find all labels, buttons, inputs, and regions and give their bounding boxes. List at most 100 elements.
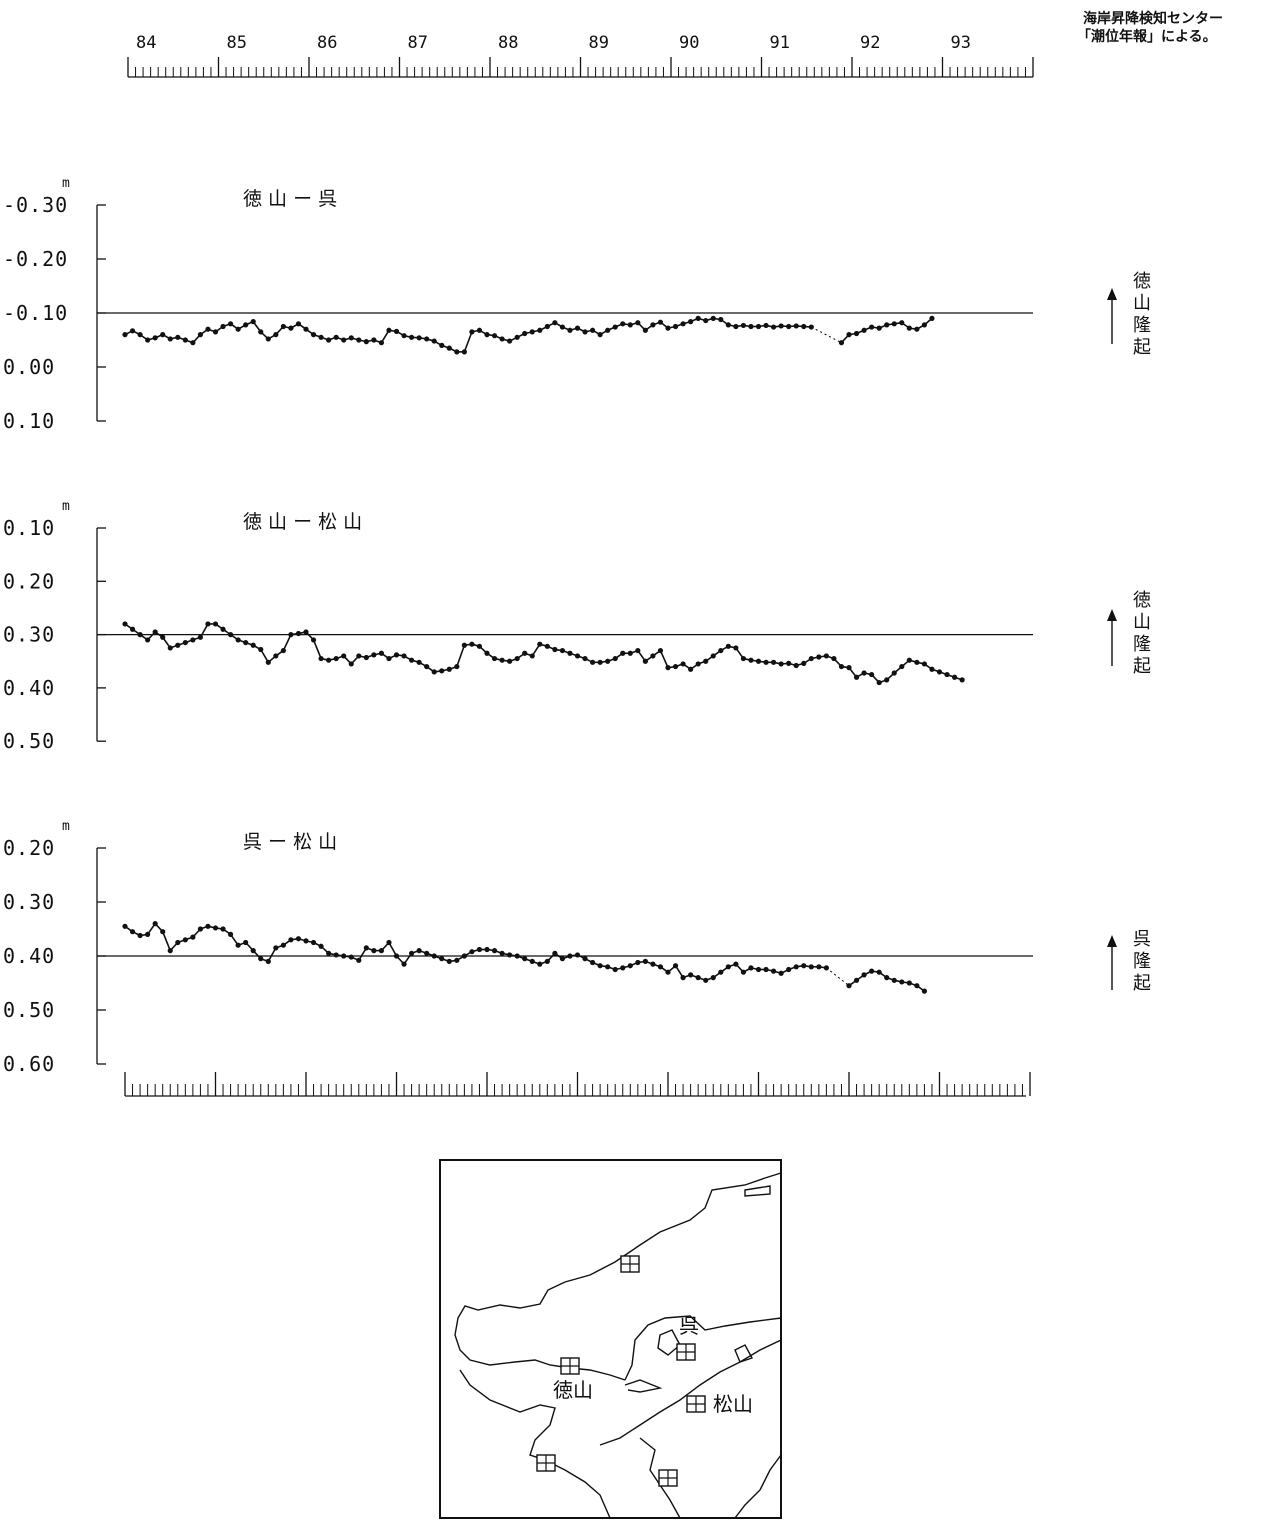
- y-unit-label: m: [62, 176, 70, 191]
- data-point: [507, 952, 513, 958]
- data-point: [258, 646, 264, 653]
- data-point: [951, 674, 958, 680]
- location-map: 呉 徳山 松山: [439, 1159, 782, 1519]
- data-point: [853, 330, 860, 337]
- data-point: [250, 948, 256, 954]
- data-point: [454, 663, 460, 670]
- data-point: [740, 322, 747, 329]
- data-point: [801, 660, 807, 666]
- data-point: [846, 665, 852, 671]
- top-axis-ticks: [127, 57, 1034, 77]
- data-point: [559, 956, 566, 962]
- data-point: [235, 326, 241, 332]
- data-point: [620, 321, 626, 327]
- data-point: [589, 659, 596, 665]
- data-point: [371, 337, 377, 343]
- data-point: [891, 321, 897, 327]
- data-point: [680, 321, 686, 327]
- data-point: [507, 338, 513, 344]
- data-point: [793, 964, 799, 970]
- data-point: [529, 653, 535, 659]
- data-point: [273, 332, 279, 338]
- annotation-char: 呉: [1133, 929, 1151, 950]
- data-point: [733, 645, 739, 651]
- data-point: [243, 939, 249, 946]
- data-point: [929, 666, 935, 672]
- data-point: [129, 328, 136, 334]
- data-point: [612, 324, 618, 330]
- data-point: [597, 332, 603, 338]
- year-label: 90: [679, 33, 699, 53]
- data-point: [914, 983, 920, 989]
- top-axis-year-labels: 84 85 86 87 88 89 90 91 92 93: [136, 33, 971, 53]
- data-point: [310, 939, 317, 946]
- uplift-annotation: 呉隆起: [1107, 929, 1151, 994]
- data-point: [326, 657, 332, 663]
- map-label-kure: 呉: [679, 1314, 699, 1338]
- data-point: [959, 677, 965, 683]
- series-gap-segment: [811, 326, 842, 344]
- data-point: [122, 621, 128, 627]
- data-point: [363, 945, 369, 951]
- data-point: [393, 328, 400, 334]
- island-kure: [657, 1329, 681, 1356]
- data-point: [884, 677, 890, 683]
- data-point: [522, 650, 528, 656]
- data-point: [220, 926, 226, 932]
- data-point: [514, 334, 520, 340]
- data-point: [152, 629, 158, 635]
- data-point: [469, 641, 475, 647]
- data-point: [740, 655, 747, 662]
- chart-title: 呉 ー 松 山: [243, 831, 337, 853]
- annotation-char: 山: [1133, 612, 1151, 633]
- data-point: [755, 966, 762, 973]
- data-point: [657, 964, 664, 970]
- data-point: [416, 335, 422, 341]
- data-point: [627, 650, 633, 656]
- data-point: [243, 322, 249, 328]
- data-point: [386, 655, 392, 662]
- data-point: [627, 963, 633, 969]
- data-point: [273, 945, 279, 951]
- data-point: [808, 964, 814, 970]
- data-point: [763, 659, 769, 665]
- series-segment: [282, 634, 292, 651]
- data-point: [326, 337, 332, 343]
- data-point: [446, 958, 452, 965]
- series-segment: [659, 650, 669, 668]
- data-point: [574, 325, 581, 331]
- data-point: [182, 639, 188, 646]
- data-point: [582, 655, 588, 662]
- data-point: [250, 319, 256, 325]
- data-point: [605, 327, 611, 333]
- data-point: [763, 966, 769, 973]
- data-point: [499, 657, 505, 663]
- map-label-tokuyama: 徳山: [553, 1378, 593, 1402]
- year-label: 91: [770, 33, 790, 53]
- data-point: [152, 335, 158, 341]
- top-year-axis: 84 85 86 87 88 89 90 91 92 93: [127, 33, 1034, 78]
- data-point: [145, 637, 151, 643]
- data-point: [703, 317, 709, 324]
- data-point: [333, 655, 339, 662]
- plot-area: [97, 921, 1033, 994]
- y-tick-label: 0.40: [3, 676, 55, 700]
- data-point: [680, 975, 686, 981]
- data-point: [514, 953, 520, 959]
- data-point: [823, 965, 829, 971]
- data-point: [672, 963, 679, 969]
- data-point: [733, 961, 739, 967]
- data-point: [680, 661, 686, 667]
- data-point: [461, 953, 467, 959]
- data-point: [469, 329, 475, 335]
- data-point: [250, 642, 256, 648]
- data-point: [197, 332, 204, 338]
- annotation-char: 隆: [1133, 951, 1151, 972]
- data-point: [235, 637, 241, 643]
- data-point: [529, 329, 535, 335]
- data-point: [869, 968, 875, 974]
- data-point: [574, 653, 581, 659]
- data-point: [424, 663, 430, 670]
- series-segment: [456, 644, 466, 667]
- data-point: [793, 323, 799, 329]
